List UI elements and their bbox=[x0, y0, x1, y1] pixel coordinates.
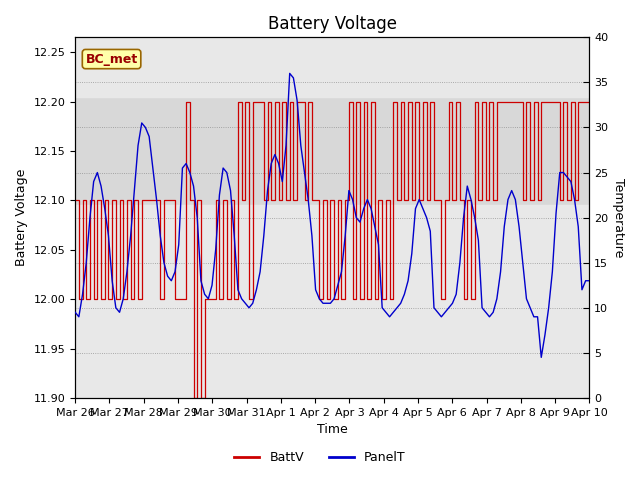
Legend: BattV, PanelT: BattV, PanelT bbox=[229, 446, 411, 469]
Bar bbox=[75, 205, 589, 398]
Y-axis label: Temperature: Temperature bbox=[612, 178, 625, 257]
X-axis label: Time: Time bbox=[317, 423, 348, 436]
Bar bbox=[75, 96, 589, 205]
Text: BC_met: BC_met bbox=[85, 53, 138, 66]
Title: Battery Voltage: Battery Voltage bbox=[268, 15, 397, 33]
Y-axis label: Battery Voltage: Battery Voltage bbox=[15, 169, 28, 266]
Bar bbox=[75, 37, 589, 96]
